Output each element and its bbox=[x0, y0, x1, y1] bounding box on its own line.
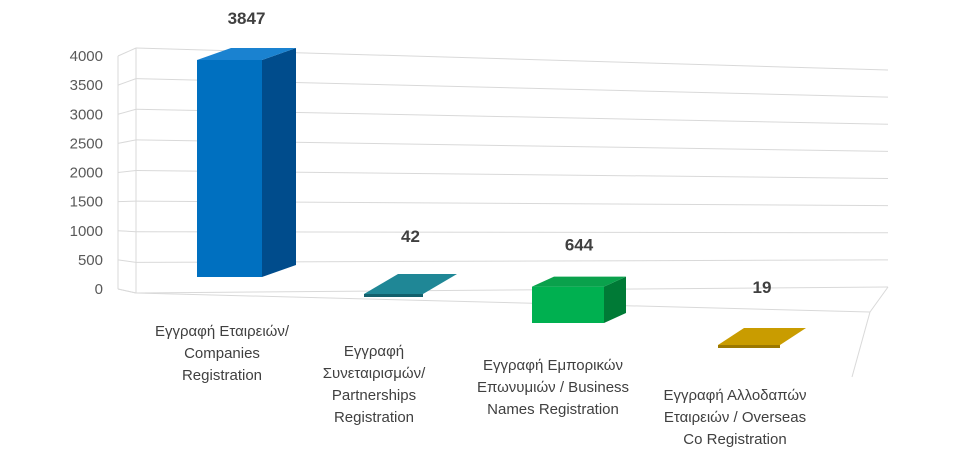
data-label: 644 bbox=[565, 236, 594, 255]
x-axis-line bbox=[135, 292, 871, 313]
bar-side bbox=[262, 48, 296, 277]
wall-gridline bbox=[117, 230, 137, 233]
category-labels: Εγγραφή Εταιρειών/Companies Registration Ε… bbox=[155, 323, 807, 448]
wall-gridline bbox=[117, 139, 137, 144]
y-tick-label: 2000 bbox=[70, 165, 103, 182]
floor-front-edge bbox=[851, 311, 871, 378]
bar bbox=[364, 274, 457, 297]
wall-gridline bbox=[117, 259, 137, 263]
y-tick-label: 0 bbox=[95, 281, 103, 298]
y-tick-label: 2500 bbox=[70, 135, 103, 152]
y-tick-label: 1000 bbox=[70, 223, 103, 240]
bar-side bbox=[604, 276, 626, 323]
data-label: 3847 bbox=[228, 9, 266, 28]
data-label: 19 bbox=[753, 278, 772, 297]
bar-front bbox=[364, 294, 423, 297]
category-label: Εγγραφή Εμπορικών Επωνυμιών / Business Nam… bbox=[477, 357, 629, 418]
wall-gridline bbox=[117, 200, 137, 203]
data-labels: 3847 42 644 19 bbox=[228, 9, 772, 297]
wall-gridline bbox=[117, 170, 137, 173]
bar-top bbox=[718, 328, 806, 345]
bar bbox=[532, 276, 626, 323]
data-label: 42 bbox=[401, 227, 420, 246]
category-label: Εγγραφή Αλλοδαπών Εταιρειών / Overseas Co … bbox=[663, 387, 806, 448]
floor-right-edge bbox=[869, 286, 889, 313]
category-label: Εγγραφή Εταιρειών/Companies Registration bbox=[155, 323, 290, 384]
chart-walls bbox=[117, 48, 889, 378]
y-tick-label: 4000 bbox=[70, 48, 103, 65]
category-label: Εγγραφή Συνεταιρισμών/Partnerships Registr… bbox=[323, 343, 426, 426]
gridline bbox=[135, 286, 889, 294]
y-axis-tick-labels: 0 500 1000 1500 2000 2500 3000 3500 4000 bbox=[70, 48, 103, 298]
bar-front bbox=[197, 60, 262, 277]
bar-front bbox=[718, 345, 780, 348]
bar bbox=[197, 48, 296, 277]
y-tick-label: 3000 bbox=[70, 106, 103, 123]
bars bbox=[197, 48, 806, 348]
bar bbox=[718, 328, 806, 348]
bar-top bbox=[197, 48, 296, 60]
wall-gridline bbox=[117, 108, 137, 115]
wall-gridline bbox=[117, 78, 137, 86]
floor-edge bbox=[117, 288, 137, 294]
bar-front bbox=[532, 286, 604, 323]
wall-gridline bbox=[117, 47, 137, 57]
y-tick-label: 3500 bbox=[70, 77, 103, 94]
bar-top bbox=[364, 274, 457, 294]
y-tick-label: 500 bbox=[78, 252, 103, 269]
bar-top bbox=[532, 276, 626, 287]
y-tick-label: 1500 bbox=[70, 194, 103, 211]
